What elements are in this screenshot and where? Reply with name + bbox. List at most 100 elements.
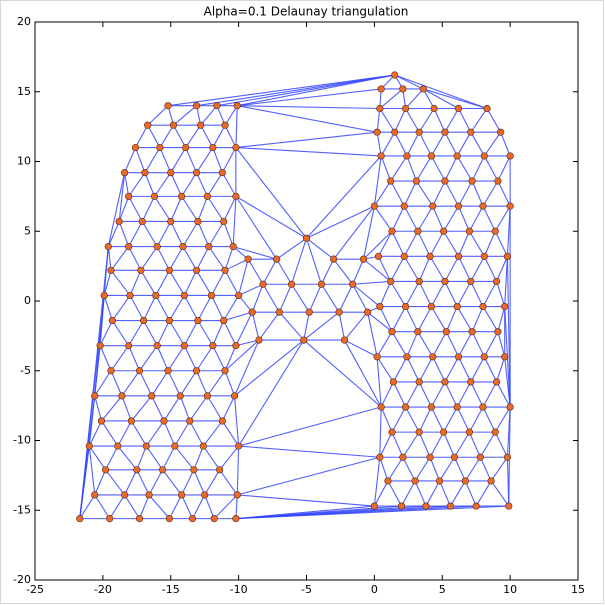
edge xyxy=(224,370,236,397)
edge xyxy=(344,311,369,341)
edge xyxy=(405,306,419,332)
point xyxy=(401,302,410,311)
point xyxy=(411,477,419,485)
edge xyxy=(418,108,435,133)
point xyxy=(156,143,164,152)
edge xyxy=(470,381,484,408)
edge xyxy=(237,494,375,507)
edge xyxy=(181,196,199,222)
edge xyxy=(496,256,508,282)
edge xyxy=(444,256,460,282)
point xyxy=(165,515,173,523)
point xyxy=(180,291,188,300)
point xyxy=(373,353,381,361)
edge xyxy=(373,457,381,507)
edge xyxy=(130,420,147,447)
edge xyxy=(387,480,403,507)
edge xyxy=(155,295,170,321)
point xyxy=(412,177,421,185)
point xyxy=(461,477,469,485)
point xyxy=(468,177,476,185)
point xyxy=(248,308,256,316)
edge xyxy=(373,180,392,207)
point xyxy=(176,392,184,400)
edge xyxy=(130,395,153,422)
edge xyxy=(221,395,236,422)
edge xyxy=(204,469,221,496)
edge xyxy=(99,295,105,346)
point xyxy=(427,403,435,411)
edge xyxy=(183,345,198,371)
edge xyxy=(136,445,147,470)
x-tick-label: 15 xyxy=(571,583,585,596)
edge xyxy=(458,231,470,257)
edge xyxy=(238,339,305,447)
edge xyxy=(117,420,132,447)
edge xyxy=(443,230,460,257)
edge xyxy=(128,320,145,346)
edge xyxy=(151,370,169,397)
edge xyxy=(212,147,223,173)
edge xyxy=(320,283,340,313)
edge xyxy=(494,205,511,232)
edge xyxy=(147,105,169,126)
edge xyxy=(223,320,237,346)
edge xyxy=(148,469,164,496)
edge xyxy=(167,345,185,372)
point xyxy=(218,417,226,425)
point xyxy=(377,152,385,160)
edge xyxy=(136,469,150,496)
edge xyxy=(235,311,253,346)
edge xyxy=(394,131,408,157)
edge xyxy=(196,270,212,296)
edge xyxy=(143,295,157,321)
point xyxy=(186,417,194,425)
edge xyxy=(213,494,238,520)
edge xyxy=(456,155,473,182)
edge xyxy=(376,108,381,133)
edge xyxy=(415,155,432,182)
edge xyxy=(224,258,249,271)
edge xyxy=(391,231,405,257)
edge xyxy=(219,469,238,496)
edge xyxy=(212,124,226,148)
edge xyxy=(139,370,153,397)
edge xyxy=(496,356,506,383)
point xyxy=(376,453,384,461)
edge xyxy=(202,420,223,447)
point xyxy=(171,442,179,450)
edge xyxy=(224,270,240,296)
edge xyxy=(417,205,434,232)
x-tick-label: -10 xyxy=(230,583,248,596)
edge xyxy=(148,494,170,519)
edge xyxy=(414,456,431,482)
edge xyxy=(379,431,393,458)
edge xyxy=(303,339,382,408)
edge xyxy=(197,221,210,247)
edge xyxy=(278,311,305,341)
point xyxy=(441,277,449,286)
edge xyxy=(140,246,158,271)
edge xyxy=(173,105,197,126)
point xyxy=(479,403,487,411)
edge xyxy=(379,108,396,133)
point xyxy=(480,152,488,160)
edge xyxy=(216,74,395,107)
point xyxy=(374,252,383,260)
point xyxy=(363,308,372,316)
edge xyxy=(308,284,322,313)
edge xyxy=(208,246,226,271)
point xyxy=(85,442,93,450)
point xyxy=(145,491,153,499)
edge xyxy=(168,246,184,271)
point xyxy=(483,104,491,113)
point xyxy=(335,308,343,316)
edge xyxy=(193,445,204,470)
edge xyxy=(406,356,420,383)
point xyxy=(300,336,308,344)
edge xyxy=(235,339,260,347)
edge xyxy=(482,381,498,408)
edge xyxy=(468,406,484,433)
edge xyxy=(144,172,155,197)
point xyxy=(91,491,99,499)
